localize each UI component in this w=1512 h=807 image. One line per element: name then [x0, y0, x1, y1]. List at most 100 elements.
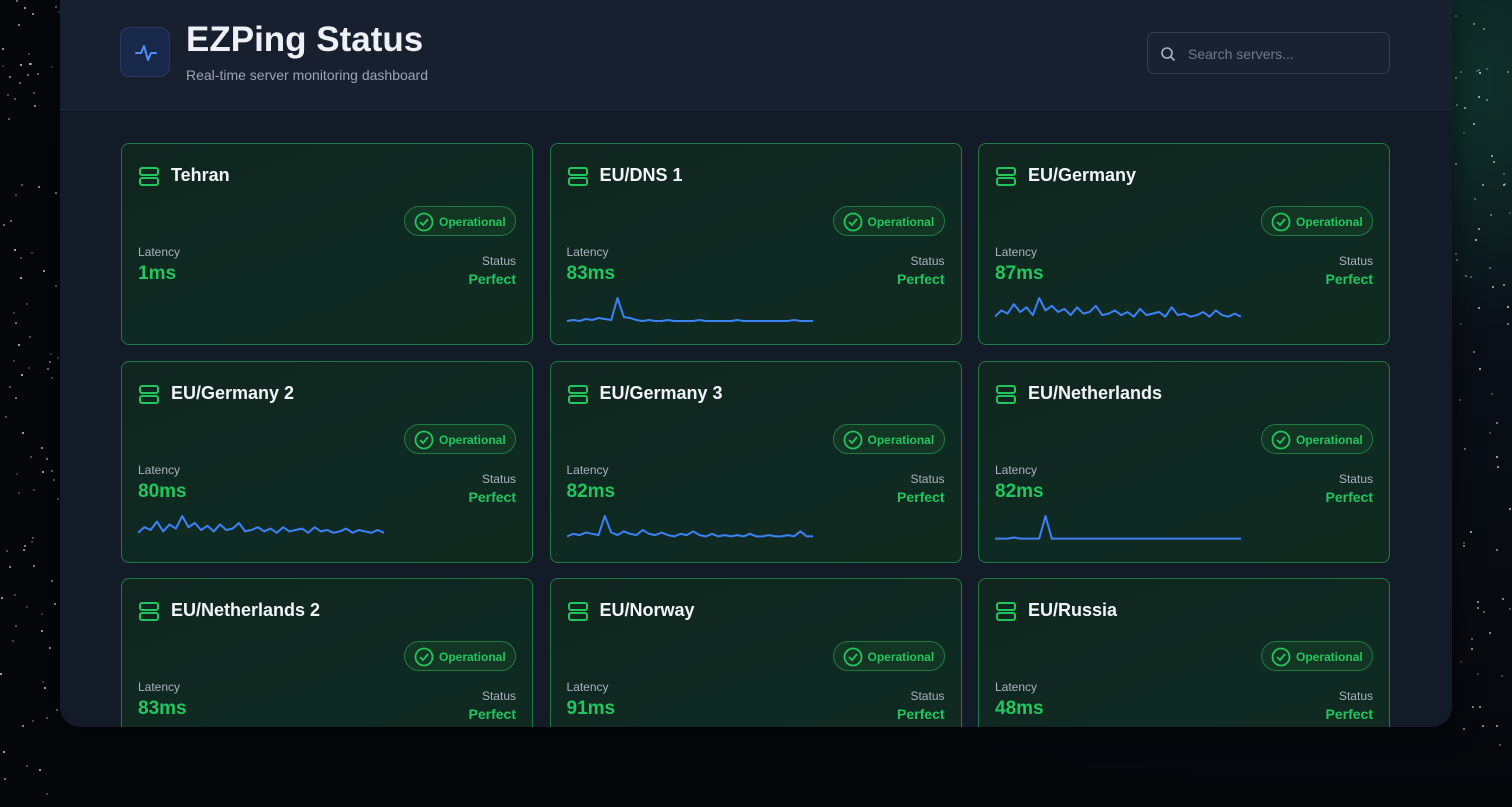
star — [32, 488, 35, 491]
star — [1509, 608, 1512, 611]
latency-label: Latency — [995, 462, 1038, 477]
latency-value: 48ms — [995, 698, 1044, 719]
star — [1502, 183, 1505, 186]
status-value: Perfect — [1325, 488, 1373, 505]
latency-value: 91ms — [566, 698, 616, 719]
star — [1507, 322, 1510, 325]
star — [4, 778, 7, 781]
server-card: EU/Germany 2 Operational Latency 80ms Status… — [121, 360, 533, 563]
server-card: EU/Germany Operational Latency 87ms Status Pe… — [978, 143, 1390, 345]
star — [1459, 398, 1462, 401]
latency-value: 87ms — [995, 263, 1044, 284]
star — [14, 249, 17, 252]
status-label: Status — [1338, 471, 1373, 486]
status-value: Perfect — [468, 706, 516, 722]
star — [1455, 76, 1458, 79]
search-placeholder: Search servers... — [1188, 46, 1294, 62]
status-label: Status — [1338, 254, 1373, 268]
star — [56, 708, 59, 711]
star — [55, 192, 58, 195]
server-name: EU/Norway — [599, 600, 695, 620]
server-name: EU/Netherlands 2 — [171, 600, 321, 620]
star — [1486, 99, 1489, 102]
server-name: EU/Netherlands — [1028, 382, 1163, 403]
star — [0, 597, 3, 600]
star — [30, 251, 33, 254]
status-value: Perfect — [468, 488, 516, 505]
check-icon — [1271, 212, 1291, 232]
star — [15, 472, 18, 475]
star — [41, 470, 44, 473]
star — [40, 629, 43, 632]
server-card: EU/DNS 1 Operational Latency 83ms Status Perf… — [549, 143, 962, 345]
star — [33, 105, 36, 108]
check-icon — [1271, 647, 1291, 667]
status-value: Perfect — [1325, 706, 1373, 722]
star — [1477, 68, 1480, 71]
star — [1502, 597, 1505, 600]
star — [1473, 122, 1476, 125]
star — [36, 73, 39, 76]
star — [40, 447, 43, 450]
star — [1473, 198, 1476, 201]
star — [51, 66, 54, 69]
star — [53, 603, 56, 606]
star — [14, 97, 17, 100]
star — [24, 6, 27, 9]
star — [8, 565, 11, 568]
star — [1496, 466, 1499, 469]
sparkline-line — [995, 297, 1241, 318]
star — [46, 458, 49, 461]
star — [22, 548, 25, 551]
star — [1459, 322, 1462, 325]
latency-value: 83ms — [138, 698, 187, 719]
star — [52, 479, 55, 482]
star — [1491, 285, 1494, 288]
star — [51, 376, 54, 379]
search-input[interactable]: Search servers... — [1147, 32, 1390, 74]
star — [13, 594, 16, 597]
check-icon — [414, 430, 434, 449]
status-badge: Operational — [404, 423, 516, 454]
search-icon — [1161, 47, 1176, 62]
star — [9, 220, 12, 223]
badge-text: Operational — [1296, 650, 1363, 664]
star — [12, 639, 15, 642]
star — [1502, 283, 1505, 286]
status-value: Perfect — [1325, 271, 1373, 287]
status-badge: Operational — [404, 206, 516, 236]
star — [32, 720, 35, 723]
star — [17, 492, 20, 495]
star — [1463, 727, 1466, 730]
server-icon — [139, 384, 159, 404]
server-card: EU/Russia Operational Latency 48ms Status Per… — [978, 578, 1390, 727]
server-icon — [139, 167, 159, 186]
star — [1483, 28, 1486, 31]
star — [30, 455, 33, 458]
check-icon — [1271, 430, 1291, 449]
sparkline-line — [995, 514, 1241, 540]
star — [1459, 660, 1462, 663]
server-icon — [996, 602, 1016, 621]
badge-text: Operational — [1296, 432, 1363, 447]
star — [1489, 632, 1492, 635]
latency-label: Latency — [566, 245, 609, 259]
server-card: Tehran Operational Latency 1ms Status Perfect — [121, 143, 533, 345]
status-badge: Operational — [1261, 423, 1373, 454]
star — [3, 223, 6, 226]
star — [1482, 725, 1485, 728]
star — [12, 360, 15, 363]
header: EZPing Status Real-time server monitorin… — [60, 0, 1452, 110]
server-card: EU/Netherlands Operational Latency 82ms Stat… — [978, 360, 1390, 563]
star — [6, 549, 9, 552]
status-value: Perfect — [897, 488, 945, 505]
star — [27, 74, 30, 77]
server-icon — [567, 167, 588, 186]
check-icon — [843, 430, 862, 449]
star — [56, 498, 59, 501]
star — [45, 793, 48, 796]
star — [1463, 448, 1466, 451]
star — [57, 11, 60, 14]
star — [1470, 531, 1473, 534]
star — [14, 397, 17, 400]
